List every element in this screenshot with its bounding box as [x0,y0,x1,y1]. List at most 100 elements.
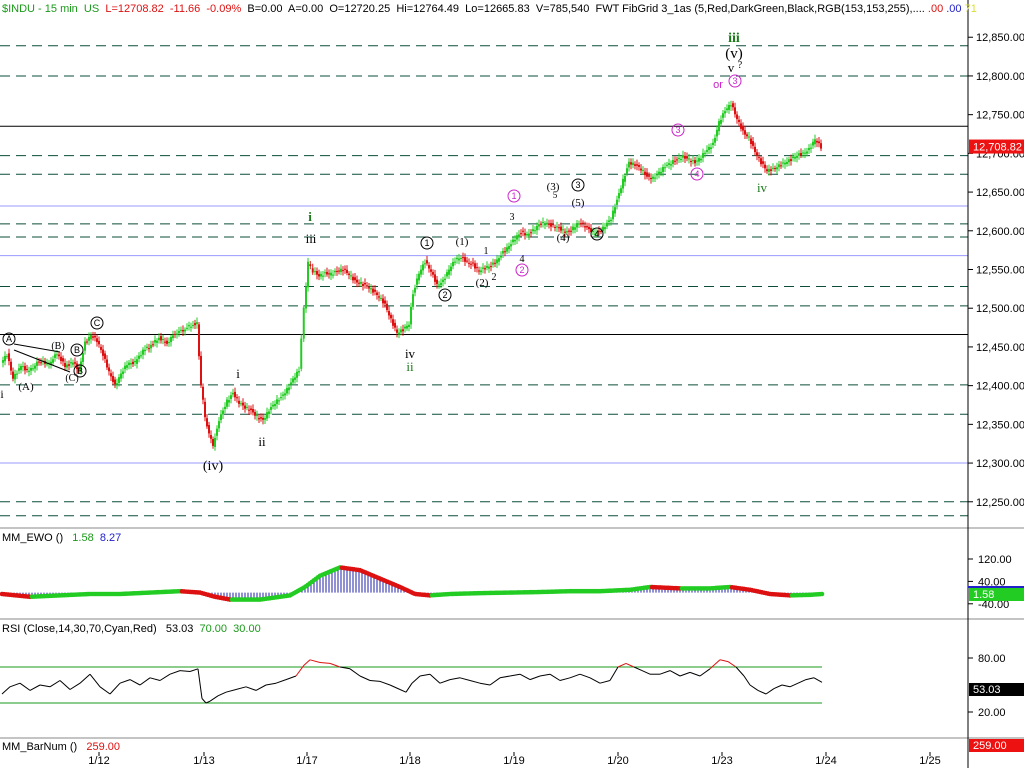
candle-body [622,178,624,189]
candle-body [250,408,252,411]
candle-body [788,159,790,163]
candle-body [422,264,424,271]
candle-body [82,352,84,362]
rsi-line-segment [285,675,297,681]
candle-body [804,152,806,154]
candle-body [546,222,548,225]
candle-body [706,149,708,152]
candle-body [746,134,748,137]
candle-body [768,168,770,172]
wave-connector-line [13,349,71,373]
rsi-line-segment [743,675,751,686]
candle-body [142,349,144,355]
candle-body [738,119,740,122]
candle-body [305,286,307,309]
price-grid [0,45,1024,739]
candle-body [784,162,786,165]
candle-body [368,287,370,289]
candle-body [36,361,38,366]
candle-body [110,373,112,377]
rsi-line-segment [797,679,807,684]
rsi-line-segment [149,677,161,681]
rsi-line-segment [1,686,11,695]
candle-body [240,403,242,405]
candle-body [80,361,82,372]
candle-body [640,168,642,171]
candle-body [302,307,305,339]
rsi-line-segment [379,680,391,686]
candle-body [396,329,398,333]
wave-label: 1 [484,246,489,257]
rsi-line-segment [205,700,211,704]
rsi-lower: 30.00 [233,623,261,635]
candle-body [808,147,810,151]
candle-body [744,130,746,135]
candle-body [332,274,334,276]
rsi-line-segment [549,673,561,681]
candle-body [484,268,486,270]
candle-body [724,111,726,114]
candle-body [480,270,482,273]
rsi-line-segment [339,666,351,670]
candle-body [128,362,130,366]
candle-body [66,364,68,368]
rsi-line-segment [805,677,815,681]
candle-body [812,141,814,146]
wave-label-circle [73,364,87,378]
candle-body [652,176,654,179]
wave-label: A [6,334,12,344]
candle-body [352,276,354,281]
price-tick-label: 12,550.00 [976,265,1024,277]
wave-label: (3) [547,181,560,193]
wave-label: v [728,60,735,75]
candle-body [50,361,52,365]
candle-body [6,356,8,358]
candle-body [236,397,238,399]
candle-body [522,230,524,232]
candle-body [104,353,106,359]
candle-body [156,340,158,343]
candle-body [632,162,634,165]
rsi-tick-label: 80.00 [978,653,1006,665]
candle-body [506,247,508,252]
candle-body [442,279,444,282]
candle-body [666,164,668,166]
rsi-line-segment [159,673,171,681]
candle-body [120,373,122,379]
rsi-line-segment [609,666,619,681]
candle-body [650,177,652,180]
candle-body [566,231,568,233]
rsi-line-segment [255,684,267,691]
candle-body [392,319,394,326]
candle-body [570,230,572,232]
candle-body [700,158,702,161]
candle-body [336,270,338,272]
candle-body [408,324,410,328]
x-tick-label: 1/13 [193,755,214,767]
candle-body [750,138,752,145]
ewo-header: MM_EWO () 1.58 8.27 [2,532,121,544]
ewo-value-2: 8.27 [99,532,122,544]
rsi-line-segment [217,691,227,697]
candle-body [242,402,244,406]
candle-body [278,400,280,402]
candle-body [414,287,416,293]
candle-body [228,400,230,403]
candle-body [668,163,670,165]
rsi-line-segment [79,673,91,684]
candle-body [266,412,268,419]
candle-body [380,297,382,299]
candle-body [418,273,420,281]
candle-body [318,274,320,277]
candle-body [378,296,380,298]
candle-body [660,171,662,174]
candle-body [372,288,374,293]
exchange-label: US [83,3,100,15]
candle-body [178,331,180,334]
rsi-line-segment [727,661,737,668]
rsi-line-segment [189,668,199,672]
wave-label: ? [738,60,743,71]
wave-label: B [77,366,83,376]
rsi-line-segment [295,664,305,677]
candle-body [428,265,430,269]
